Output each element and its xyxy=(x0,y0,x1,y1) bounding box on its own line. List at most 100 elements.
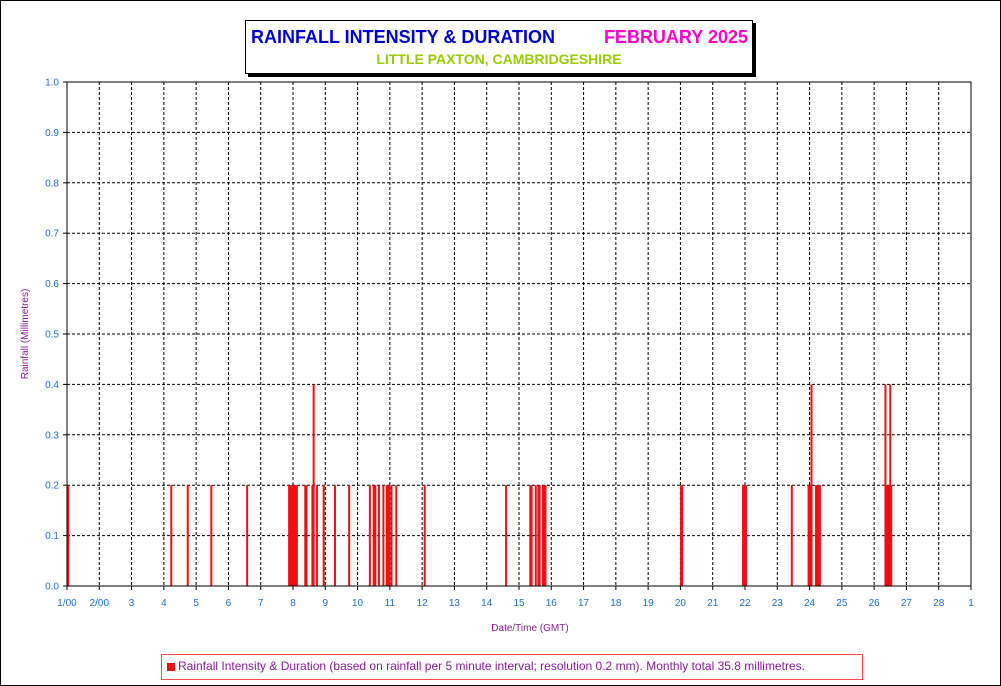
rainfall-bar xyxy=(368,485,371,586)
chart-title-box: RAINFALL INTENSITY & DURATION FEBRUARY 2… xyxy=(245,20,753,74)
rainfall-bar xyxy=(304,485,307,586)
x-tick-label: 26 xyxy=(869,598,881,609)
bar-layer xyxy=(66,384,893,586)
x-tick-label: 21 xyxy=(707,598,719,609)
tick-layer: 0.0 0.1 0.2 0.3 0.4 0.5 0.6 0.7 0.8 0.9 1.0 1/00 2/0… xyxy=(45,78,974,610)
rainfall-bar xyxy=(884,384,887,586)
rainfall-bar xyxy=(543,485,546,586)
rainfall-bar xyxy=(390,485,393,586)
rainfall-bar xyxy=(423,485,426,586)
rainfall-bar xyxy=(382,485,385,586)
rainfall-bar xyxy=(681,485,684,586)
x-tick-label: 12 xyxy=(417,598,429,609)
rainfall-bar xyxy=(312,384,315,586)
x-tick-label: 27 xyxy=(901,598,913,609)
y-axis-label: Rainfall (Millimetres) xyxy=(20,289,31,380)
y-tick-label: 1.0 xyxy=(45,78,59,89)
rainfall-bar xyxy=(529,485,532,586)
x-tick-label: 4 xyxy=(161,598,167,609)
y-tick-label: 0.3 xyxy=(45,430,59,441)
rainfall-bar xyxy=(386,485,389,586)
x-tick-label: 5 xyxy=(193,598,199,609)
y-tick-label: 0.7 xyxy=(45,229,59,240)
rainfall-bar xyxy=(322,485,325,586)
rainfall-bar xyxy=(292,485,294,586)
rainfall-bar xyxy=(744,485,747,586)
rainfall-bar xyxy=(246,485,249,586)
rainfall-bar xyxy=(790,485,793,586)
rainfall-bar xyxy=(377,485,380,586)
x-tick-label: 13 xyxy=(449,598,461,609)
rainfall-bar xyxy=(294,485,297,586)
y-tick-label: 0.4 xyxy=(45,380,59,391)
x-tick-label: 17 xyxy=(578,598,590,609)
rainfall-bar xyxy=(333,485,336,586)
x-tick-label: 20 xyxy=(675,598,687,609)
rainfall-bar xyxy=(388,485,391,586)
x-tick-label: 6 xyxy=(226,598,232,609)
x-tick-label: 9 xyxy=(323,598,329,609)
rainfall-bar xyxy=(293,485,296,586)
rainfall-bar xyxy=(170,485,173,586)
rainfall-bar xyxy=(541,485,544,586)
legend-swatch xyxy=(167,663,175,671)
x-tick-label: 25 xyxy=(836,598,848,609)
x-tick-label: 24 xyxy=(804,598,816,609)
x-tick-label: 3 xyxy=(129,598,135,609)
rainfall-bar xyxy=(887,485,890,586)
rainfall-bar xyxy=(311,485,314,586)
y-tick-label: 0.6 xyxy=(45,279,59,290)
x-tick-label: 18 xyxy=(610,598,622,609)
legend-entry: Rainfall Intensity & Duration (based on … xyxy=(178,659,805,673)
rainfall-bar xyxy=(818,485,821,586)
x-tick-label: 11 xyxy=(385,598,396,609)
rainfall-bar xyxy=(290,485,293,586)
rainfall-bar xyxy=(295,485,298,586)
rainfall-bar xyxy=(885,485,888,586)
x-tick-label: 28 xyxy=(933,598,945,609)
rainfall-bar xyxy=(816,485,819,586)
x-tick-label: 19 xyxy=(643,598,655,609)
rainfall-bar xyxy=(544,485,547,586)
y-tick-label: 0.2 xyxy=(45,481,59,492)
rainfall-bar xyxy=(815,485,818,586)
rainfall-bar xyxy=(372,485,375,586)
rainfall-bar xyxy=(395,485,398,586)
x-tick-label: 10 xyxy=(352,598,364,609)
y-tick-label: 0.5 xyxy=(45,330,59,341)
rainfall-bar xyxy=(534,485,537,586)
rainfall-bar xyxy=(305,485,308,586)
rainfall-bar xyxy=(289,485,292,586)
rainfall-bar xyxy=(810,384,813,586)
rainfall-bar xyxy=(348,485,351,586)
x-tick-label: 14 xyxy=(481,598,493,609)
x-axis-label: Date/Time (GMT) xyxy=(491,623,568,634)
x-tick-label: 2/00 xyxy=(90,598,110,609)
x-tick-label: 1 xyxy=(968,598,974,609)
rainfall-bar xyxy=(538,485,541,586)
rainfall-bar xyxy=(817,485,820,586)
x-tick-label: 7 xyxy=(258,598,264,609)
legend: Rainfall Intensity & Duration (based on … xyxy=(161,654,863,680)
grid-layer xyxy=(67,82,971,586)
rainfall-bar xyxy=(374,485,377,586)
x-tick-label: 22 xyxy=(739,598,751,609)
y-tick-label: 0.9 xyxy=(45,128,59,139)
rainfall-bar xyxy=(505,485,508,586)
chart-location: LITTLE PAXTON, CAMBRIDGESHIRE xyxy=(376,51,622,67)
y-tick-label: 0.0 xyxy=(45,582,59,593)
x-tick-label: 8 xyxy=(290,598,296,609)
x-tick-label: 23 xyxy=(772,598,784,609)
x-tick-label: 16 xyxy=(546,598,558,609)
x-tick-label: 1/00 xyxy=(57,598,77,609)
y-tick-label: 0.1 xyxy=(45,531,59,542)
rainfall-bar xyxy=(288,485,291,586)
chart-month: FEBRUARY 2025 xyxy=(603,27,748,47)
rainfall-bar xyxy=(537,485,540,586)
rainfall-bar xyxy=(210,485,213,586)
rainfall-bar xyxy=(67,485,70,586)
x-tick-label: 15 xyxy=(513,598,525,609)
rainfall-bar xyxy=(530,485,533,586)
